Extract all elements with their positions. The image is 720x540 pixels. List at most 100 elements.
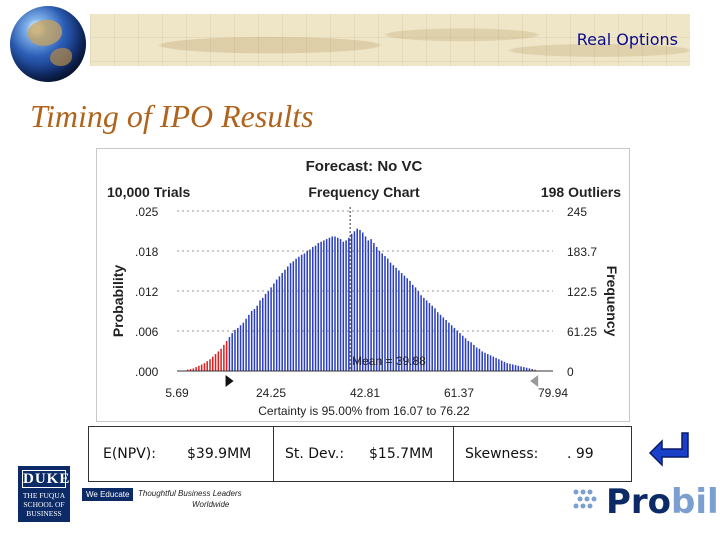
- histogram-bar: [523, 367, 525, 371]
- histogram-bar: [389, 262, 392, 371]
- histogram-bar: [350, 233, 353, 371]
- duke-logo-title: DUKE: [22, 470, 71, 488]
- histogram-bar: [445, 320, 447, 371]
- histogram-bar: [306, 250, 308, 371]
- histogram-bar: [342, 241, 345, 371]
- histogram-bar: [228, 337, 231, 371]
- histogram-bar: [409, 280, 411, 371]
- histogram-bar: [189, 369, 192, 371]
- y-tick-label: .018: [135, 245, 159, 259]
- histogram-bar: [448, 322, 450, 371]
- histogram-bar: [267, 291, 270, 371]
- histogram-bar: [298, 256, 300, 371]
- histogram-bar: [531, 369, 533, 371]
- histogram-bar: [231, 333, 233, 371]
- histogram-bar: [442, 317, 445, 371]
- probil-wordmark: Probil: [606, 480, 719, 524]
- y2-tick-label: 183.7: [567, 245, 597, 259]
- y-tick-label: .025: [135, 205, 159, 219]
- frequency-chart: Forecast: No VC 10,000 Trials Frequency …: [96, 148, 630, 422]
- histogram-bar: [284, 269, 286, 371]
- histogram-bar: [287, 266, 289, 371]
- histogram-bar: [364, 236, 367, 371]
- histogram-bar: [503, 361, 506, 371]
- stats-divider: [273, 427, 274, 481]
- plot-area: .025 245 .018 183.7 .012 122.5 .006 61.25 .000 0 M…: [135, 205, 597, 400]
- probil-wordmark-pro: Pro: [606, 482, 672, 522]
- histogram-bar: [470, 342, 472, 371]
- histogram-bar: [292, 261, 295, 371]
- histogram-bar: [225, 340, 228, 371]
- histogram-bar: [300, 254, 303, 371]
- histogram-bar: [375, 246, 378, 371]
- tagline-part-3: Worldwide: [192, 500, 230, 509]
- histogram-bar: [400, 273, 403, 371]
- histogram-bar: [325, 239, 328, 371]
- histogram-bar: [412, 284, 414, 371]
- tagline-part-2: Thoughtful Business Leaders: [138, 489, 242, 498]
- histogram-bar: [248, 314, 250, 371]
- histogram-bar: [373, 243, 375, 371]
- histogram-bar: [492, 356, 495, 371]
- histogram-bar: [473, 344, 475, 371]
- histogram-bar: [489, 355, 492, 371]
- left-grabber-icon: [225, 375, 234, 387]
- histogram-bar: [525, 367, 528, 371]
- histogram-bar: [495, 357, 497, 371]
- histogram-bar: [406, 278, 408, 371]
- histogram-bar: [345, 240, 347, 371]
- stats-divider: [453, 427, 454, 481]
- histogram-bar: [237, 327, 239, 371]
- histogram-bar: [356, 228, 358, 371]
- histogram-bar: [467, 340, 470, 371]
- histogram-bar: [420, 295, 422, 371]
- histogram-bar: [359, 229, 361, 371]
- histogram-bar: [398, 270, 400, 371]
- right-grabber-icon: [530, 375, 539, 387]
- histogram-bar: [506, 363, 508, 371]
- stats-panel: E(NPV): $39.9MM St. Dev.: $15.7MM Skewne…: [88, 426, 632, 482]
- histogram-bar: [195, 367, 197, 371]
- histogram-bar: [481, 351, 483, 371]
- stdev-value: $15.7MM: [369, 446, 434, 462]
- y2-tick-label: 61.25: [567, 325, 597, 339]
- histogram-bar: [348, 237, 350, 371]
- chart-subtitle: Frequency Chart: [308, 184, 420, 200]
- stdev-label: St. Dev.:: [285, 446, 345, 462]
- x-tick-label: 24.25: [256, 386, 286, 400]
- histogram-bar: [239, 325, 242, 371]
- histogram-bar: [498, 359, 500, 371]
- y2-tick-label: 122.5: [567, 285, 597, 299]
- histogram-bar: [439, 314, 442, 371]
- histogram-bar: [203, 363, 206, 371]
- histogram-bar: [487, 354, 489, 371]
- histogram-bar: [384, 256, 386, 371]
- return-arrow-button[interactable]: [648, 430, 692, 470]
- histogram-bar: [214, 354, 217, 371]
- globe-logo: [10, 6, 86, 82]
- histogram-bar: [320, 241, 322, 371]
- skewness-value: . 99: [567, 446, 594, 462]
- histogram-bar: [309, 249, 311, 371]
- histogram-bar: [187, 369, 189, 371]
- y-axis-label: Probability: [110, 265, 126, 338]
- histogram-bar: [289, 263, 292, 371]
- histogram-bar: [264, 293, 267, 371]
- histogram-bar: [262, 297, 264, 371]
- histogram-bar: [417, 291, 420, 371]
- chart-outliers-label: 198 Outliers: [541, 184, 621, 200]
- tagline-part-1: We Educate: [82, 488, 134, 501]
- histogram-bar: [303, 253, 306, 371]
- histogram-bar: [317, 243, 320, 371]
- x-tick-label: 79.94: [538, 386, 568, 400]
- probil-logo: Probil: [572, 480, 719, 524]
- histogram-bar: [437, 312, 439, 371]
- x-tick-label: 5.69: [165, 386, 189, 400]
- histogram-bar: [362, 232, 364, 371]
- histogram-bar: [370, 239, 372, 371]
- histogram-bar: [242, 322, 245, 371]
- histogram-bar: [500, 360, 503, 371]
- histogram-bar: [425, 300, 428, 371]
- header-title: Real Options: [576, 30, 678, 49]
- chart-title: Forecast: No VC: [306, 158, 423, 175]
